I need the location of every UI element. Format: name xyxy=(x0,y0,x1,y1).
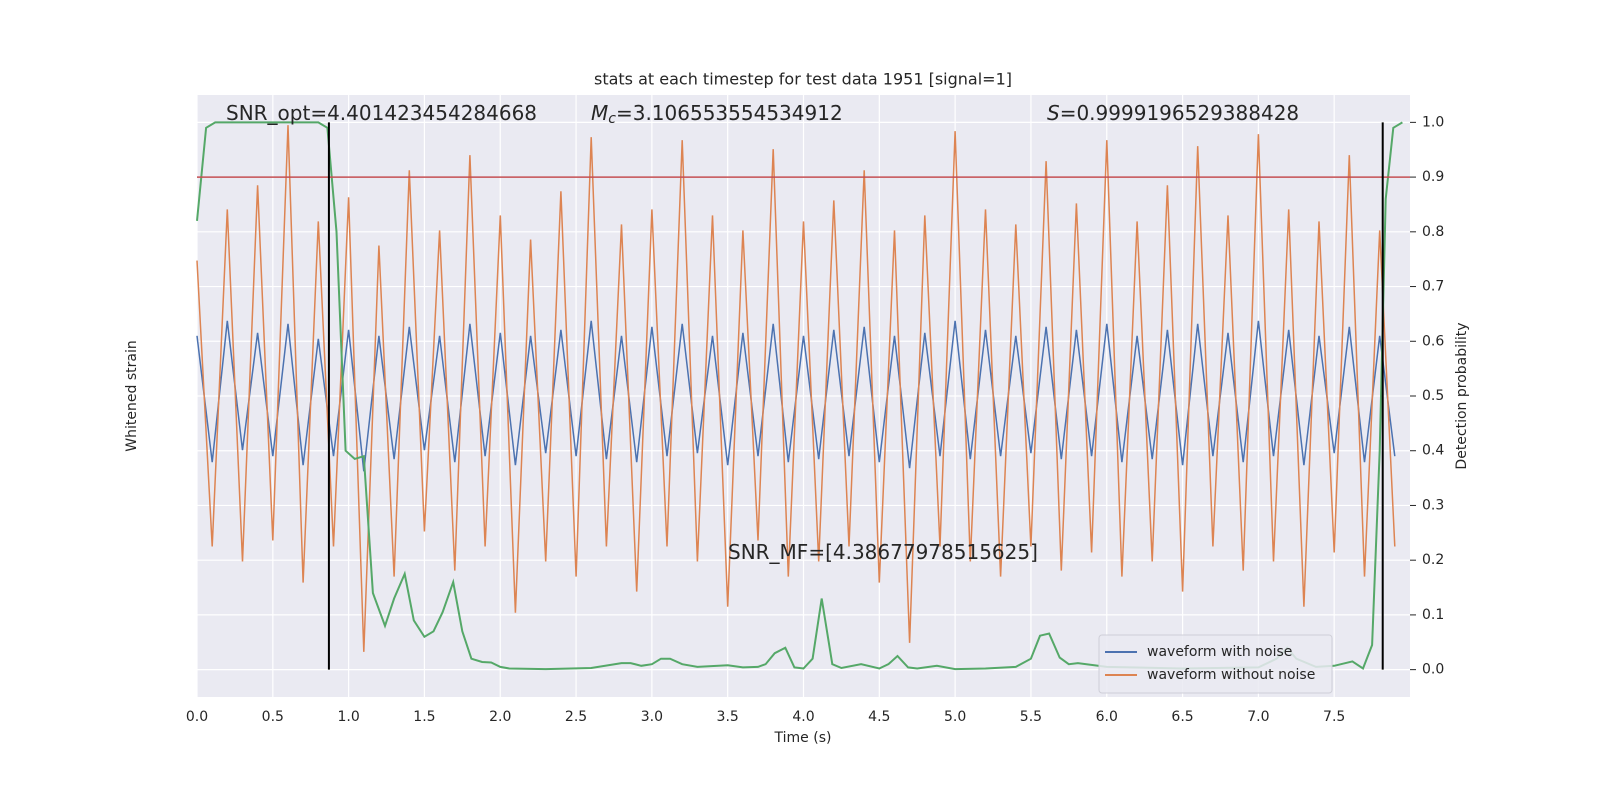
annotation: SNR_opt=4.401423454284668 xyxy=(226,101,537,125)
x-tick-label: 2.5 xyxy=(565,709,587,725)
legend-label: waveform without noise xyxy=(1147,667,1315,683)
x-tick-label: 4.0 xyxy=(792,709,814,725)
x-tick-label: 6.0 xyxy=(1096,709,1118,725)
x-tick-label: 1.5 xyxy=(413,709,435,725)
annotation-symbol: M xyxy=(591,101,608,125)
y-axis-label: Whitened strain xyxy=(124,340,140,451)
y2-tick-label: 0.8 xyxy=(1422,224,1444,240)
annotation-subscript: c xyxy=(608,111,616,127)
x-axis-label: Time (s) xyxy=(774,730,832,746)
x-tick-label: 3.0 xyxy=(641,709,663,725)
y2-tick-label: 0.9 xyxy=(1422,169,1444,185)
y2-tick-label: 0.4 xyxy=(1422,443,1444,459)
y2-tick-label: 0.0 xyxy=(1422,662,1444,678)
x-tick-label: 7.5 xyxy=(1323,709,1345,725)
x-tick-label: 6.5 xyxy=(1171,709,1193,725)
series-line xyxy=(196,125,1396,652)
y2-tick-label: 0.7 xyxy=(1422,279,1444,295)
x-tick-label: 0.5 xyxy=(262,709,284,725)
legend-box xyxy=(1098,634,1333,694)
x-tick-label: 1.0 xyxy=(337,709,359,725)
annotation-text: =0.9999196529388428 xyxy=(1060,101,1299,125)
x-tick-label: 7.0 xyxy=(1247,709,1269,725)
annotation-text: SNR_MF=[4.38677978515625] xyxy=(728,540,1038,564)
chart-title: stats at each timestep for test data 195… xyxy=(594,70,1012,89)
annotation-text: SNR_opt=4.401423454284668 xyxy=(226,101,537,125)
y2-tick-label: 0.6 xyxy=(1422,333,1444,349)
annotation: Mc=3.106553554534912 xyxy=(591,101,843,128)
annotation-text: =3.106553554534912 xyxy=(616,101,843,125)
x-tick-label: 2.0 xyxy=(489,709,511,725)
x-tick-label: 4.5 xyxy=(868,709,890,725)
y2-tick-label: 1.0 xyxy=(1422,114,1444,130)
x-tick-label: 5.5 xyxy=(1020,709,1042,725)
legend-label: waveform with noise xyxy=(1147,644,1292,660)
y2-tick-label: 0.1 xyxy=(1422,607,1444,623)
y2-axis-label: Detection probability xyxy=(1454,322,1470,469)
annotation: S=0.9999196529388428 xyxy=(1047,101,1299,125)
y2-tick-label: 0.2 xyxy=(1422,552,1444,568)
x-tick-label: 5.0 xyxy=(944,709,966,725)
y2-tick-label: 0.3 xyxy=(1422,497,1444,513)
y2-tick-label: 0.5 xyxy=(1422,388,1444,404)
x-tick-label: 3.5 xyxy=(717,709,739,725)
annotation: SNR_MF=[4.38677978515625] xyxy=(728,540,1038,564)
annotation-symbol: S xyxy=(1047,101,1060,125)
x-tick-label: 0.0 xyxy=(186,709,208,725)
